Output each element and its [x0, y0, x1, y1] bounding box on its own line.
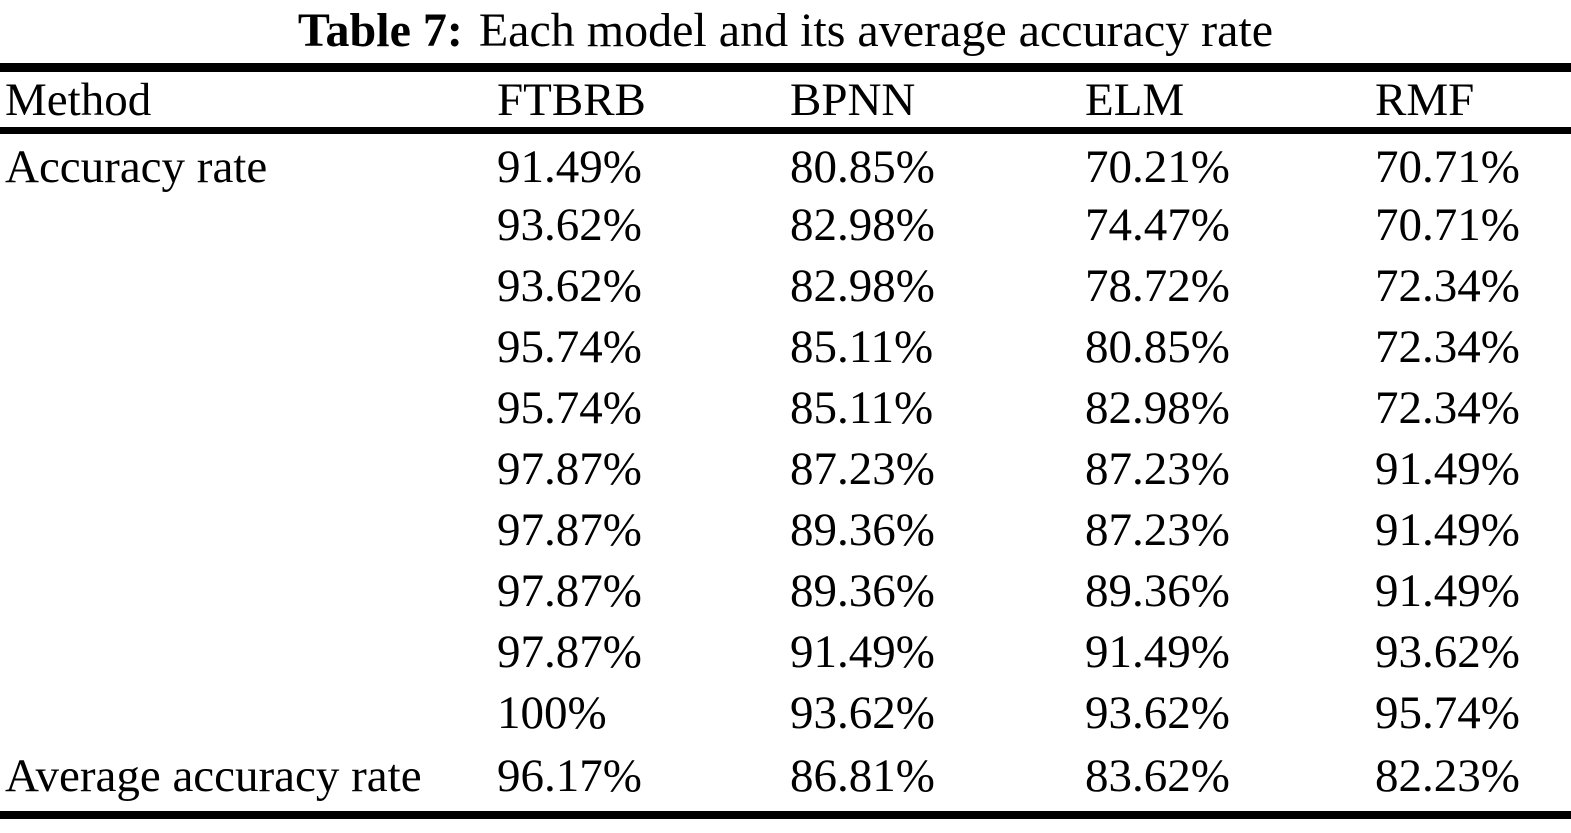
average-value-rmf: 82.23%: [1375, 750, 1520, 802]
accuracy-value: 93.62%: [497, 198, 642, 251]
average-value-ftbrb: 96.17%: [497, 750, 642, 802]
table-row: 97.87% 89.36% 89.36% 91.49%: [0, 560, 1571, 621]
row-group-label: [0, 316, 492, 377]
table-row: 97.87% 91.49% 91.49% 93.62%: [0, 621, 1571, 682]
accuracy-value: 97.87%: [497, 625, 642, 678]
column-header-rmf: RMF: [1370, 67, 1571, 134]
table-caption-text: Each model and its average accuracy rate: [478, 4, 1274, 57]
accuracy-value: 93.62%: [1085, 686, 1230, 739]
accuracy-value: 87.23%: [1085, 503, 1230, 556]
row-group-label: [0, 438, 492, 499]
accuracy-value: 85.11%: [790, 320, 934, 373]
row-group-label: [0, 255, 492, 316]
accuracy-value: 91.49%: [1085, 625, 1230, 678]
row-group-label: [0, 682, 492, 743]
column-header-ftbrb: FTBRB: [492, 67, 785, 134]
accuracy-value: 91.49%: [497, 141, 642, 193]
table-row: 93.62% 82.98% 74.47% 70.71%: [0, 194, 1571, 255]
accuracy-value: 89.36%: [790, 503, 935, 556]
accuracy-value: 82.98%: [790, 259, 935, 312]
accuracy-value: 78.72%: [1085, 259, 1230, 312]
accuracy-value: 72.34%: [1375, 320, 1520, 373]
row-group-label: [0, 621, 492, 682]
average-row: Average accuracy rate 96.17% 86.81% 83.6…: [0, 743, 1571, 815]
accuracy-value: 91.49%: [1375, 503, 1520, 556]
row-group-label: [0, 194, 492, 255]
column-header-bpnn: BPNN: [785, 67, 1080, 134]
accuracy-value: 70.71%: [1375, 141, 1520, 193]
accuracy-value: 97.87%: [497, 442, 642, 495]
accuracy-value: 72.34%: [1375, 381, 1520, 434]
row-group-label: [0, 499, 492, 560]
accuracy-value: 72.34%: [1375, 259, 1520, 312]
average-value-elm: 83.62%: [1085, 750, 1230, 802]
table-row: 95.74% 85.11% 80.85% 72.34%: [0, 316, 1571, 377]
accuracy-value: 80.85%: [790, 141, 935, 193]
accuracy-value: 82.98%: [1085, 381, 1230, 434]
average-value-bpnn: 86.81%: [790, 750, 935, 802]
column-header-method: Method: [0, 67, 492, 134]
accuracy-value: 87.23%: [790, 442, 935, 495]
accuracy-value: 89.36%: [790, 564, 935, 617]
average-row-label: Average accuracy rate: [5, 750, 422, 802]
row-group-label: [0, 560, 492, 621]
table-row: Accuracy rate 91.49% 80.85% 70.21% 70.71%: [0, 131, 1571, 195]
row-group-label: [0, 377, 492, 438]
accuracy-value: 93.62%: [497, 259, 642, 312]
table-header: Method FTBRB BPNN ELM RMF: [0, 67, 1571, 134]
column-header-elm: ELM: [1080, 67, 1370, 134]
accuracy-value: 74.47%: [1085, 198, 1230, 251]
accuracy-value: 93.62%: [1375, 625, 1520, 678]
row-group-label: Accuracy rate: [5, 141, 268, 193]
accuracy-value: 80.85%: [1085, 320, 1230, 373]
accuracy-value: 85.11%: [790, 381, 934, 434]
accuracy-value: 82.98%: [790, 198, 935, 251]
accuracy-value: 91.49%: [790, 625, 935, 678]
accuracy-value: 97.87%: [497, 564, 642, 617]
table-header-row: Method FTBRB BPNN ELM RMF: [0, 67, 1571, 134]
accuracy-value: 100%: [497, 686, 607, 739]
accuracy-value: 95.74%: [497, 320, 642, 373]
accuracy-value: 91.49%: [1375, 564, 1520, 617]
accuracy-value: 91.49%: [1375, 442, 1520, 495]
accuracy-value: 70.21%: [1085, 141, 1230, 193]
accuracy-value: 93.62%: [790, 686, 935, 739]
accuracy-value: 97.87%: [497, 503, 642, 556]
table-row: 100% 93.62% 93.62% 95.74%: [0, 682, 1571, 743]
accuracy-table: Method FTBRB BPNN ELM RMF Accuracy rate 9…: [0, 63, 1571, 819]
table-row: 95.74% 85.11% 82.98% 72.34%: [0, 377, 1571, 438]
table-row: 97.87% 87.23% 87.23% 91.49%: [0, 438, 1571, 499]
table-row: 93.62% 82.98% 78.72% 72.34%: [0, 255, 1571, 316]
accuracy-value: 70.71%: [1375, 198, 1520, 251]
accuracy-value: 89.36%: [1085, 564, 1230, 617]
table-body: Accuracy rate 91.49% 80.85% 70.21% 70.71% 93.…: [0, 131, 1571, 744]
accuracy-value: 95.74%: [497, 381, 642, 434]
accuracy-value: 87.23%: [1085, 442, 1230, 495]
table-footer: Average accuracy rate 96.17% 86.81% 83.6…: [0, 743, 1571, 815]
table-caption: Table 7: Each model and its average accur…: [0, 0, 1571, 63]
table-row: 97.87% 89.36% 87.23% 91.49%: [0, 499, 1571, 560]
table-caption-label: Table 7:: [297, 4, 463, 57]
accuracy-value: 95.74%: [1375, 686, 1520, 739]
